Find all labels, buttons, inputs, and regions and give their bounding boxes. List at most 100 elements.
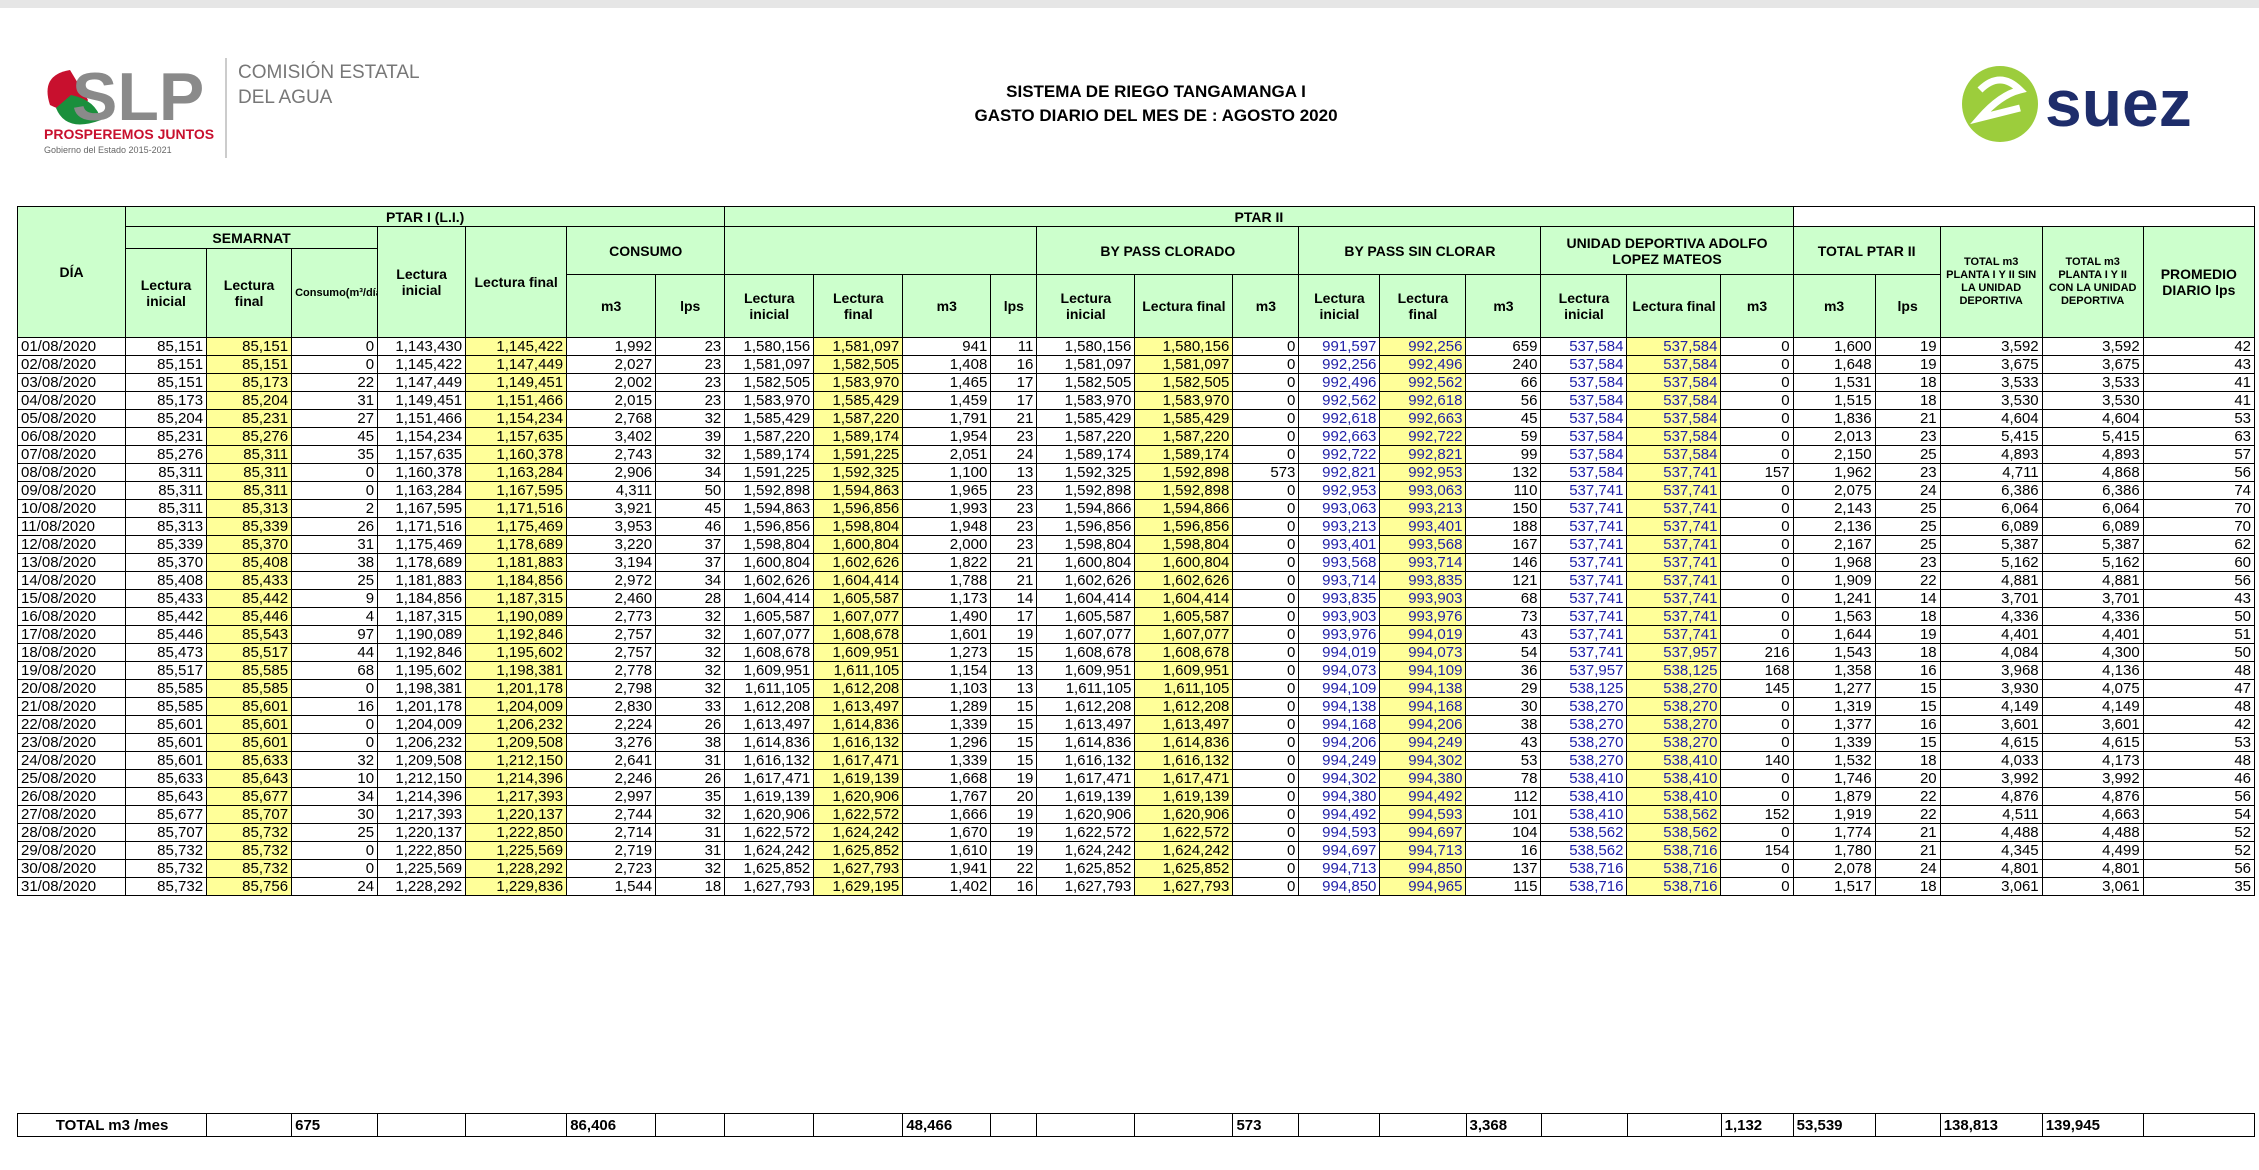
value-cell: 2,224: [566, 715, 657, 734]
value-cell: 537,584: [1626, 337, 1722, 356]
value-cell: 538,125: [1540, 679, 1628, 698]
value-cell: 15: [990, 697, 1038, 716]
total-cell: [1874, 1113, 1941, 1137]
value-cell: 2,744: [566, 805, 657, 824]
value-cell: 1,490: [902, 607, 992, 626]
value-cell: 4,173: [2041, 751, 2144, 770]
value-cell: 24: [1874, 859, 1941, 878]
value-cell: 1,617,471: [724, 769, 815, 788]
data-row: 08/08/2020 85,311 85,311 0 1,160,378 1,163,28…: [16, 463, 2256, 482]
value-cell: 1,583,970: [724, 391, 815, 410]
value-cell: 23: [655, 355, 726, 374]
empty-head: [724, 226, 1038, 275]
value-cell: 85,543: [206, 625, 293, 644]
value-cell: 1,610: [902, 841, 992, 860]
value-cell: 0: [1232, 787, 1300, 806]
group-head: BY PASS CLORADO: [1036, 226, 1300, 275]
value-cell: 1,195,602: [465, 643, 568, 662]
value-cell: 85,204: [206, 391, 293, 410]
value-cell: 1,163,284: [377, 481, 467, 500]
date-cell: 07/08/2020: [16, 445, 127, 464]
value-cell: 2,000: [902, 535, 992, 554]
value-cell: 537,741: [1540, 571, 1628, 590]
value-cell: 85,601: [125, 751, 208, 770]
value-cell: 1,192,846: [465, 625, 568, 644]
value-cell: 1,620,906: [724, 805, 815, 824]
value-cell: 537,584: [1540, 427, 1628, 446]
value-cell: 31: [291, 535, 379, 554]
date-cell: 02/08/2020: [16, 355, 127, 374]
value-cell: 6,386: [1939, 481, 2043, 500]
value-cell: 537,584: [1626, 445, 1722, 464]
value-cell: 0: [1232, 355, 1300, 374]
value-cell: 2,150: [1792, 445, 1876, 464]
value-cell: 1,604,414: [813, 571, 904, 590]
value-cell: 992,618: [1379, 391, 1467, 410]
value-cell: 991,597: [1298, 337, 1381, 356]
value-cell: 993,401: [1298, 535, 1381, 554]
value-cell: 167: [1465, 535, 1542, 554]
value-cell: 0: [1720, 625, 1794, 644]
date-cell: 28/08/2020: [16, 823, 127, 842]
date-cell: 20/08/2020: [16, 679, 127, 698]
value-cell: 42: [2142, 337, 2256, 356]
value-cell: 85,231: [206, 409, 293, 428]
value-cell: 1,296: [902, 733, 992, 752]
value-cell: 1,613,497: [1134, 715, 1234, 734]
title-2: GASTO DIARIO DEL MES DE : AGOSTO 2020: [974, 106, 1337, 125]
date-cell: 29/08/2020: [16, 841, 127, 860]
value-cell: 994,109: [1298, 679, 1381, 698]
value-cell: 0: [1720, 373, 1794, 392]
value-cell: 85,633: [206, 751, 293, 770]
value-cell: 18: [655, 877, 726, 896]
value-cell: 18: [1874, 643, 1941, 662]
value-cell: 10: [291, 769, 379, 788]
value-cell: 1,173: [902, 589, 992, 608]
value-cell: 1,178,689: [465, 535, 568, 554]
value-cell: 538,125: [1626, 661, 1722, 680]
value-cell: 994,073: [1379, 643, 1467, 662]
value-cell: 538,716: [1540, 859, 1628, 878]
data-row: 27/08/2020 85,677 85,707 30 1,217,393 1,220,1…: [16, 805, 2256, 824]
value-cell: 1,609,951: [1134, 661, 1234, 680]
total-cell: [724, 1113, 815, 1137]
value-cell: 994,019: [1298, 643, 1381, 662]
value-cell: 4,615: [1939, 733, 2043, 752]
title-1: SISTEMA DE RIEGO TANGAMANGA I: [1006, 82, 1306, 101]
value-cell: 85,643: [125, 787, 208, 806]
value-cell: 78: [1465, 769, 1542, 788]
value-cell: 34: [655, 463, 726, 482]
value-cell: 26: [291, 517, 379, 536]
value-cell: 85,339: [206, 517, 293, 536]
value-cell: 1,594,866: [1036, 499, 1136, 518]
value-cell: 3,530: [1939, 391, 2043, 410]
value-cell: 0: [1720, 427, 1794, 446]
value-cell: 537,957: [1626, 643, 1722, 662]
value-cell: 0: [1232, 733, 1300, 752]
value-cell: 1,596,856: [724, 517, 815, 536]
value-cell: 538,716: [1626, 859, 1722, 878]
value-cell: 85,339: [125, 535, 208, 554]
value-cell: 1,592,898: [724, 481, 815, 500]
value-cell: 34: [291, 787, 379, 806]
value-cell: 1,229,836: [465, 877, 568, 896]
value-cell: 993,714: [1379, 553, 1467, 572]
value-cell: 0: [291, 355, 379, 374]
data-row: 16/08/2020 85,442 85,446 4 1,187,315 1,190,08…: [16, 607, 2256, 626]
value-cell: 1,198,381: [465, 661, 568, 680]
value-cell: 1,145,422: [377, 355, 467, 374]
value-cell: 16: [1874, 661, 1941, 680]
value-cell: 538,716: [1540, 877, 1628, 896]
total-cell: [655, 1113, 726, 1137]
value-cell: 85,408: [125, 571, 208, 590]
value-cell: 85,442: [125, 607, 208, 626]
value-cell: 1,670: [902, 823, 992, 842]
value-cell: 85,732: [206, 859, 293, 878]
value-cell: 1,377: [1792, 715, 1876, 734]
value-cell: 992,663: [1298, 427, 1381, 446]
value-cell: 85,732: [206, 841, 293, 860]
value-cell: 4,488: [2041, 823, 2144, 842]
value-cell: 1,605,587: [813, 589, 904, 608]
value-cell: 4,881: [2041, 571, 2144, 590]
suez-swirl-lines: [1970, 76, 2027, 125]
